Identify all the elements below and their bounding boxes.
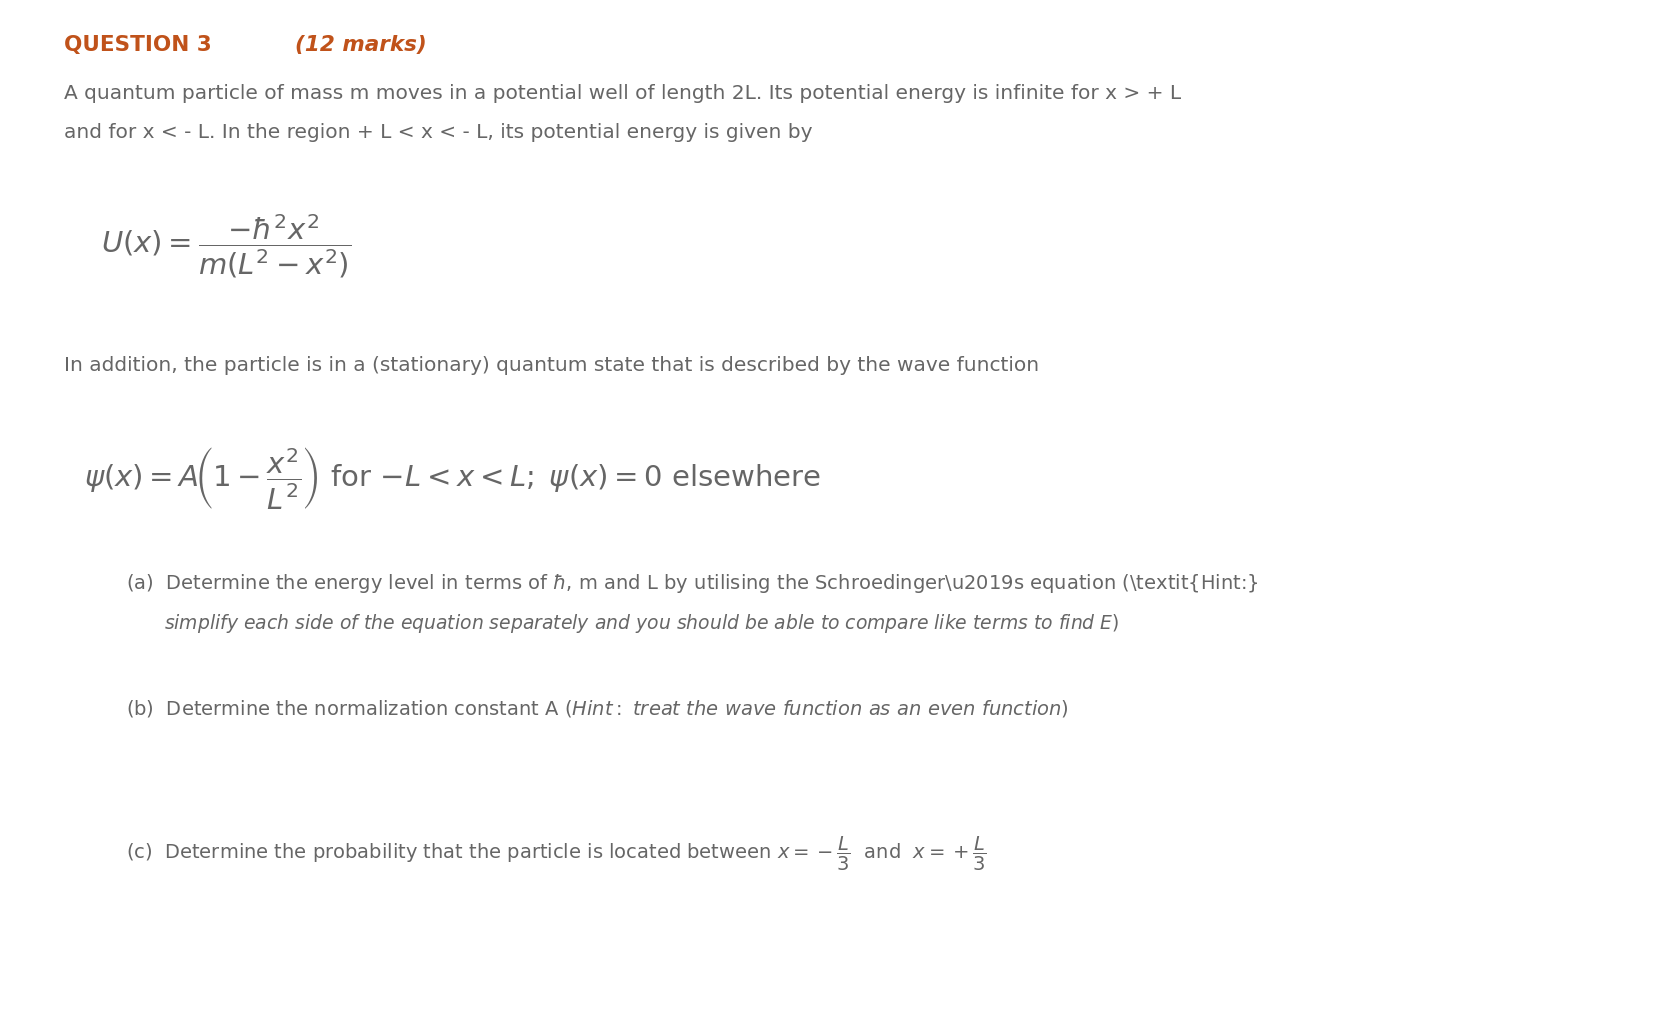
Text: (12 marks): (12 marks) — [295, 35, 427, 56]
Text: QUESTION 3: QUESTION 3 — [64, 35, 220, 56]
Text: and for x < - L. In the region + L < x < - L, its potential energy is given by: and for x < - L. In the region + L < x <… — [64, 123, 813, 143]
Text: (b)  Determine the normalization constant A $\mathit{(Hint:\ treat\ the\ wave\ f: (b) Determine the normalization constant… — [126, 698, 1069, 719]
Text: $\mathit{\psi(x)} = A\!\left(1 - \dfrac{x^2}{L^2}\right)$ for $-L < x < L;\; \ps: $\mathit{\psi(x)} = A\!\left(1 - \dfrac{… — [84, 445, 821, 511]
Text: A quantum particle of mass m moves in a potential well of length 2L. Its potenti: A quantum particle of mass m moves in a … — [64, 84, 1182, 103]
Text: $\mathit{simplify\ each\ side\ of\ the\ equation\ separately\ and\ you\ should\ : $\mathit{simplify\ each\ side\ of\ the\ … — [164, 612, 1120, 635]
Text: (a)  Determine the energy level in terms of $\hbar$, m and L by utilising the Sc: (a) Determine the energy level in terms … — [126, 571, 1259, 594]
Text: In addition, the particle is in a (stationary) quantum state that is described b: In addition, the particle is in a (stati… — [64, 356, 1039, 375]
Text: (c)  Determine the probability that the particle is located between $x = -\dfrac: (c) Determine the probability that the p… — [126, 834, 987, 872]
Text: $\mathit{U(x)} = \dfrac{-\hbar^2 x^2}{m\left(L^2 - x^2\right)}$: $\mathit{U(x)} = \dfrac{-\hbar^2 x^2}{m\… — [101, 212, 350, 280]
